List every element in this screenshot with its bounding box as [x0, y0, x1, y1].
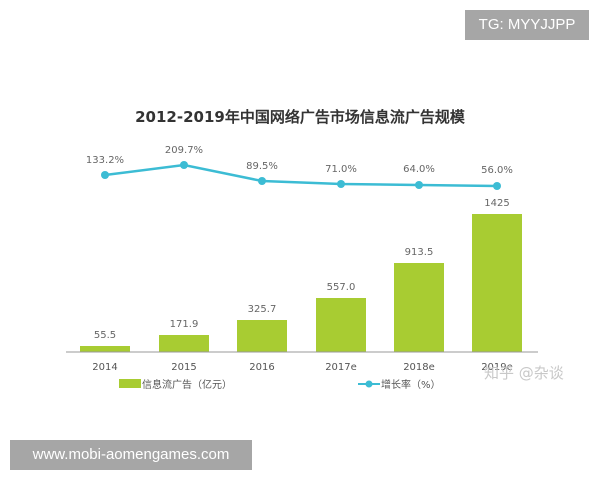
- line-point: [258, 177, 266, 185]
- line-legend-marker-icon: [365, 380, 373, 388]
- line-label: 56.0%: [481, 165, 513, 176]
- ad-revenue-bars: [80, 214, 522, 352]
- x-tick-label: 2015: [171, 362, 196, 373]
- x-axis-labels: 2014 2015 2016 2017e 2018e 2019e: [92, 362, 513, 373]
- line-point: [101, 171, 109, 179]
- bar: [316, 298, 366, 352]
- bar: [159, 335, 209, 352]
- bar: [472, 214, 522, 352]
- bar: [394, 263, 444, 352]
- line-point: [415, 181, 423, 189]
- url-watermark-badge: www.mobi-aomengames.com: [10, 440, 252, 470]
- chart-legend: 信息流广告（亿元） 增长率（%）: [119, 378, 441, 391]
- x-tick-label: 2019e: [481, 362, 513, 373]
- bar-label: 913.5: [405, 247, 434, 258]
- bar: [237, 320, 287, 352]
- line-label: 209.7%: [165, 145, 203, 156]
- line-point: [337, 180, 345, 188]
- line-label: 64.0%: [403, 164, 435, 175]
- bar-value-labels: 55.5 171.9 325.7 557.0 913.5 1425: [94, 198, 510, 341]
- bar: [80, 346, 130, 352]
- growth-rate-line: [104, 163, 498, 188]
- x-tick-label: 2018e: [403, 362, 435, 373]
- x-tick-label: 2016: [249, 362, 274, 373]
- growth-rate-labels: 133.2% 209.7% 89.5% 71.0% 64.0% 56.0%: [86, 145, 513, 176]
- x-tick-label: 2014: [92, 362, 117, 373]
- legend-bar-label: 信息流广告（亿元）: [142, 378, 232, 391]
- line-point: [180, 161, 188, 169]
- zhihu-watermark: 知乎 @杂谈: [484, 364, 564, 382]
- bar-label: 557.0: [327, 282, 356, 293]
- line-label: 89.5%: [246, 161, 278, 172]
- bar-label: 171.9: [170, 319, 199, 330]
- x-tick-label: 2017e: [325, 362, 357, 373]
- growth-rate-points: [101, 161, 501, 190]
- tg-watermark-badge: TG: MYYJJPP: [465, 10, 589, 40]
- line-label: 71.0%: [325, 164, 357, 175]
- line-point: [493, 182, 501, 190]
- bar-label: 325.7: [248, 304, 277, 315]
- line-label: 133.2%: [86, 155, 124, 166]
- bar-label: 55.5: [94, 330, 116, 341]
- bar-label: 1425: [484, 198, 509, 209]
- bar-legend-swatch-icon: [119, 379, 141, 388]
- legend-line-label: 增长率（%）: [381, 378, 441, 391]
- chart-title: 2012-2019年中国网络广告市场信息流广告规模: [135, 108, 465, 126]
